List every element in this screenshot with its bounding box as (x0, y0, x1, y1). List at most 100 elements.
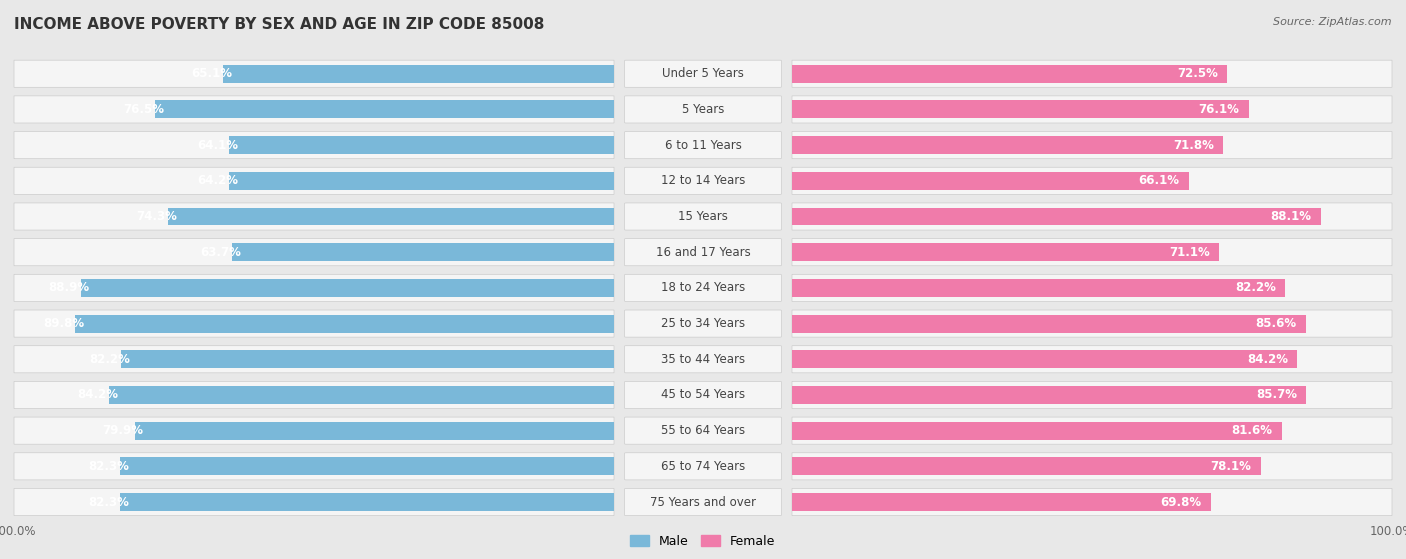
Legend: Male, Female: Male, Female (626, 530, 780, 553)
FancyBboxPatch shape (792, 489, 1392, 515)
Bar (792, 386, 1306, 404)
Text: 71.1%: 71.1% (1168, 246, 1209, 259)
FancyBboxPatch shape (14, 381, 614, 409)
FancyBboxPatch shape (14, 167, 614, 195)
FancyBboxPatch shape (14, 60, 614, 87)
Text: 76.5%: 76.5% (124, 103, 165, 116)
FancyBboxPatch shape (792, 96, 1392, 123)
Text: 74.3%: 74.3% (136, 210, 177, 223)
FancyBboxPatch shape (624, 96, 782, 123)
Text: INCOME ABOVE POVERTY BY SEX AND AGE IN ZIP CODE 85008: INCOME ABOVE POVERTY BY SEX AND AGE IN Z… (14, 17, 544, 32)
Text: 78.1%: 78.1% (1211, 460, 1251, 473)
Bar (792, 172, 1188, 190)
FancyBboxPatch shape (14, 203, 614, 230)
Text: 5 Years: 5 Years (682, 103, 724, 116)
Bar (121, 493, 614, 511)
Bar (792, 457, 1261, 475)
Bar (155, 101, 614, 119)
Text: 82.2%: 82.2% (1236, 281, 1277, 295)
Bar (169, 207, 614, 225)
FancyBboxPatch shape (792, 417, 1392, 444)
Text: 82.2%: 82.2% (89, 353, 129, 366)
Text: Under 5 Years: Under 5 Years (662, 67, 744, 80)
Bar (121, 457, 614, 475)
FancyBboxPatch shape (624, 381, 782, 409)
FancyBboxPatch shape (14, 345, 614, 373)
Bar (229, 136, 614, 154)
FancyBboxPatch shape (624, 239, 782, 266)
Text: 71.8%: 71.8% (1173, 139, 1213, 151)
Text: 84.2%: 84.2% (77, 389, 118, 401)
Text: 69.8%: 69.8% (1160, 495, 1202, 509)
FancyBboxPatch shape (624, 310, 782, 337)
Bar (792, 136, 1223, 154)
Bar (80, 279, 614, 297)
Text: 64.2%: 64.2% (197, 174, 238, 187)
Bar (224, 65, 614, 83)
FancyBboxPatch shape (14, 239, 614, 266)
Text: 76.1%: 76.1% (1199, 103, 1240, 116)
FancyBboxPatch shape (624, 274, 782, 301)
Text: 45 to 54 Years: 45 to 54 Years (661, 389, 745, 401)
Bar (792, 207, 1320, 225)
Bar (121, 350, 614, 368)
Text: 81.6%: 81.6% (1232, 424, 1272, 437)
FancyBboxPatch shape (14, 453, 614, 480)
Text: 85.6%: 85.6% (1256, 317, 1296, 330)
FancyBboxPatch shape (624, 131, 782, 159)
Bar (135, 421, 614, 439)
Bar (792, 243, 1219, 261)
FancyBboxPatch shape (792, 131, 1392, 159)
FancyBboxPatch shape (624, 417, 782, 444)
FancyBboxPatch shape (792, 239, 1392, 266)
Bar (792, 279, 1285, 297)
Text: 35 to 44 Years: 35 to 44 Years (661, 353, 745, 366)
FancyBboxPatch shape (792, 453, 1392, 480)
Bar (108, 386, 614, 404)
Bar (792, 421, 1281, 439)
Text: 88.1%: 88.1% (1271, 210, 1312, 223)
Text: 84.2%: 84.2% (1247, 353, 1288, 366)
Bar (792, 493, 1211, 511)
FancyBboxPatch shape (14, 417, 614, 444)
Text: 64.1%: 64.1% (197, 139, 239, 151)
FancyBboxPatch shape (624, 167, 782, 195)
FancyBboxPatch shape (14, 131, 614, 159)
Text: 85.7%: 85.7% (1256, 389, 1298, 401)
FancyBboxPatch shape (792, 274, 1392, 301)
Text: 72.5%: 72.5% (1177, 67, 1218, 80)
Text: 55 to 64 Years: 55 to 64 Years (661, 424, 745, 437)
Text: Source: ZipAtlas.com: Source: ZipAtlas.com (1274, 17, 1392, 27)
Bar (229, 172, 614, 190)
FancyBboxPatch shape (624, 489, 782, 515)
Text: 65.1%: 65.1% (191, 67, 232, 80)
Text: 12 to 14 Years: 12 to 14 Years (661, 174, 745, 187)
FancyBboxPatch shape (792, 310, 1392, 337)
FancyBboxPatch shape (14, 274, 614, 301)
FancyBboxPatch shape (624, 60, 782, 87)
FancyBboxPatch shape (792, 60, 1392, 87)
Bar (76, 315, 614, 333)
FancyBboxPatch shape (14, 310, 614, 337)
Text: 25 to 34 Years: 25 to 34 Years (661, 317, 745, 330)
FancyBboxPatch shape (792, 167, 1392, 195)
FancyBboxPatch shape (792, 203, 1392, 230)
FancyBboxPatch shape (14, 489, 614, 515)
FancyBboxPatch shape (624, 345, 782, 373)
Text: 82.3%: 82.3% (89, 460, 129, 473)
Text: 75 Years and over: 75 Years and over (650, 495, 756, 509)
Text: 89.8%: 89.8% (44, 317, 84, 330)
FancyBboxPatch shape (14, 96, 614, 123)
FancyBboxPatch shape (624, 203, 782, 230)
Text: 6 to 11 Years: 6 to 11 Years (665, 139, 741, 151)
Bar (792, 350, 1298, 368)
Text: 65 to 74 Years: 65 to 74 Years (661, 460, 745, 473)
FancyBboxPatch shape (792, 345, 1392, 373)
Text: 66.1%: 66.1% (1139, 174, 1180, 187)
Text: 18 to 24 Years: 18 to 24 Years (661, 281, 745, 295)
Text: 16 and 17 Years: 16 and 17 Years (655, 246, 751, 259)
FancyBboxPatch shape (792, 381, 1392, 409)
Bar (792, 315, 1306, 333)
Text: 82.3%: 82.3% (89, 495, 129, 509)
Bar (792, 65, 1227, 83)
